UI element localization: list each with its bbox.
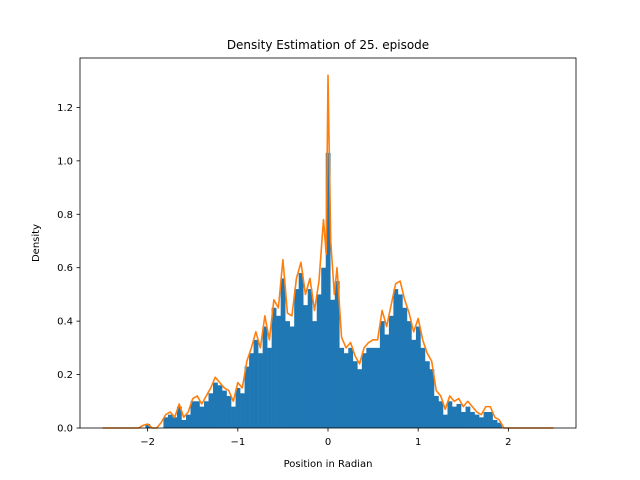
histogram-bar-38 <box>316 294 322 428</box>
histogram-bar-15 <box>213 382 218 428</box>
histogram-bar-19 <box>231 406 236 428</box>
histogram-bar-74 <box>479 417 484 428</box>
histogram-bar-37 <box>312 321 318 428</box>
histogram-bar-12 <box>199 406 205 428</box>
histogram-bar-10 <box>190 401 196 428</box>
histogram-bar-70 <box>461 411 466 428</box>
histogram-bar-1 <box>145 423 151 428</box>
histogram-bar-23 <box>249 353 254 428</box>
density-line <box>102 74 554 429</box>
histogram-bar-66 <box>442 414 448 428</box>
histogram-bar-18 <box>226 395 232 428</box>
histogram-bar-57 <box>402 307 408 428</box>
y-tick-label: 0.8 <box>57 210 73 221</box>
histogram-bar-71 <box>465 406 471 428</box>
chart-title: Density Estimation of 25. episode <box>227 38 429 52</box>
histogram-bar-64 <box>433 395 439 428</box>
histogram-bar-50 <box>370 347 376 428</box>
histogram-bar-17 <box>222 390 227 428</box>
y-tick-label: 0.4 <box>57 317 73 328</box>
histogram-bar-43 <box>339 347 345 428</box>
histogram-bar-49 <box>366 347 372 428</box>
x-tick-label: −1 <box>230 437 245 448</box>
histogram-bar-40 <box>325 152 331 429</box>
histogram-bar-44 <box>343 353 349 428</box>
histogram-bar-48 <box>361 353 367 428</box>
histogram-bar-4 <box>163 417 169 428</box>
x-axis: −2 −1 0 1 2 <box>140 428 512 448</box>
histogram-bar-54 <box>388 315 394 428</box>
histogram-bar-25 <box>258 353 263 428</box>
histogram-bar-63 <box>429 369 435 428</box>
histogram-bar-60 <box>415 326 421 428</box>
histogram-bar-77 <box>492 419 498 428</box>
x-tick-label: −2 <box>140 437 155 448</box>
histogram-bar-5 <box>167 414 173 428</box>
histogram-bar-33 <box>294 289 299 428</box>
histogram-bar-27 <box>267 347 272 428</box>
histogram-bar-72 <box>470 411 475 428</box>
y-tick-label: 0.0 <box>57 424 73 435</box>
histogram-bar-7 <box>176 406 182 428</box>
histogram-bar-67 <box>447 401 453 428</box>
histogram-bar-47 <box>357 369 363 428</box>
histogram-bar-14 <box>208 393 214 428</box>
y-tick-label: 0.6 <box>57 263 73 274</box>
histogram-bar-61 <box>420 347 426 428</box>
histogram-bar-22 <box>244 366 250 428</box>
histogram-bar-26 <box>262 326 268 428</box>
histogram-bar-55 <box>393 289 399 428</box>
histogram-bar-32 <box>289 326 295 428</box>
x-tick-label: 1 <box>415 437 421 448</box>
x-tick-label: 2 <box>505 437 511 448</box>
histogram-bar-31 <box>285 321 290 428</box>
histogram-bar-58 <box>406 321 412 428</box>
y-tick-label: 1.2 <box>57 103 73 114</box>
histogram-bar-78 <box>497 422 502 428</box>
histogram-bar-8 <box>181 419 187 428</box>
histogram-bar-73 <box>474 414 480 428</box>
histogram-bar-11 <box>194 401 200 428</box>
y-tick-label: 1.0 <box>57 156 73 167</box>
histogram-bar-45 <box>348 347 354 428</box>
histogram-bar-24 <box>253 339 259 428</box>
histogram-bar-36 <box>307 289 313 428</box>
histogram-bar-59 <box>411 339 417 428</box>
histogram-bar-65 <box>438 401 444 428</box>
histogram-bar-52 <box>379 321 385 428</box>
histogram-bar-34 <box>298 273 304 428</box>
histogram-bar-68 <box>452 406 457 428</box>
histogram-bar-35 <box>303 305 309 428</box>
histogram-bar-28 <box>271 307 277 428</box>
histogram-bar-20 <box>235 387 241 428</box>
histogram-bar-30 <box>280 278 286 428</box>
histogram-bar-53 <box>384 334 390 428</box>
histogram-bar-76 <box>488 411 493 428</box>
histogram-bar-39 <box>321 267 327 428</box>
x-axis-title: Position in Radian <box>284 459 373 470</box>
histogram-bar-46 <box>352 361 358 428</box>
histogram-bar-21 <box>240 393 245 428</box>
histogram-bar-69 <box>456 403 462 428</box>
histogram-bar-41 <box>330 299 336 428</box>
histogram-bar-13 <box>204 401 209 428</box>
y-axis-title: Density <box>31 224 42 262</box>
histogram-bar-6 <box>172 417 178 428</box>
histogram-bar-16 <box>217 385 223 428</box>
y-axis: 0.0 0.2 0.4 0.6 0.8 1.0 1.2 <box>57 103 80 435</box>
histogram-bar-42 <box>334 281 340 428</box>
histogram-bar-51 <box>375 347 381 428</box>
histogram-bar-29 <box>276 315 281 428</box>
histogram-bar-62 <box>424 361 430 428</box>
histogram-bar-75 <box>483 411 489 428</box>
y-tick-label: 0.2 <box>57 370 73 381</box>
histogram-bar-9 <box>185 414 191 428</box>
plot-area <box>102 74 554 429</box>
x-tick-label: 0 <box>325 437 331 448</box>
histogram-bar-56 <box>397 294 403 428</box>
